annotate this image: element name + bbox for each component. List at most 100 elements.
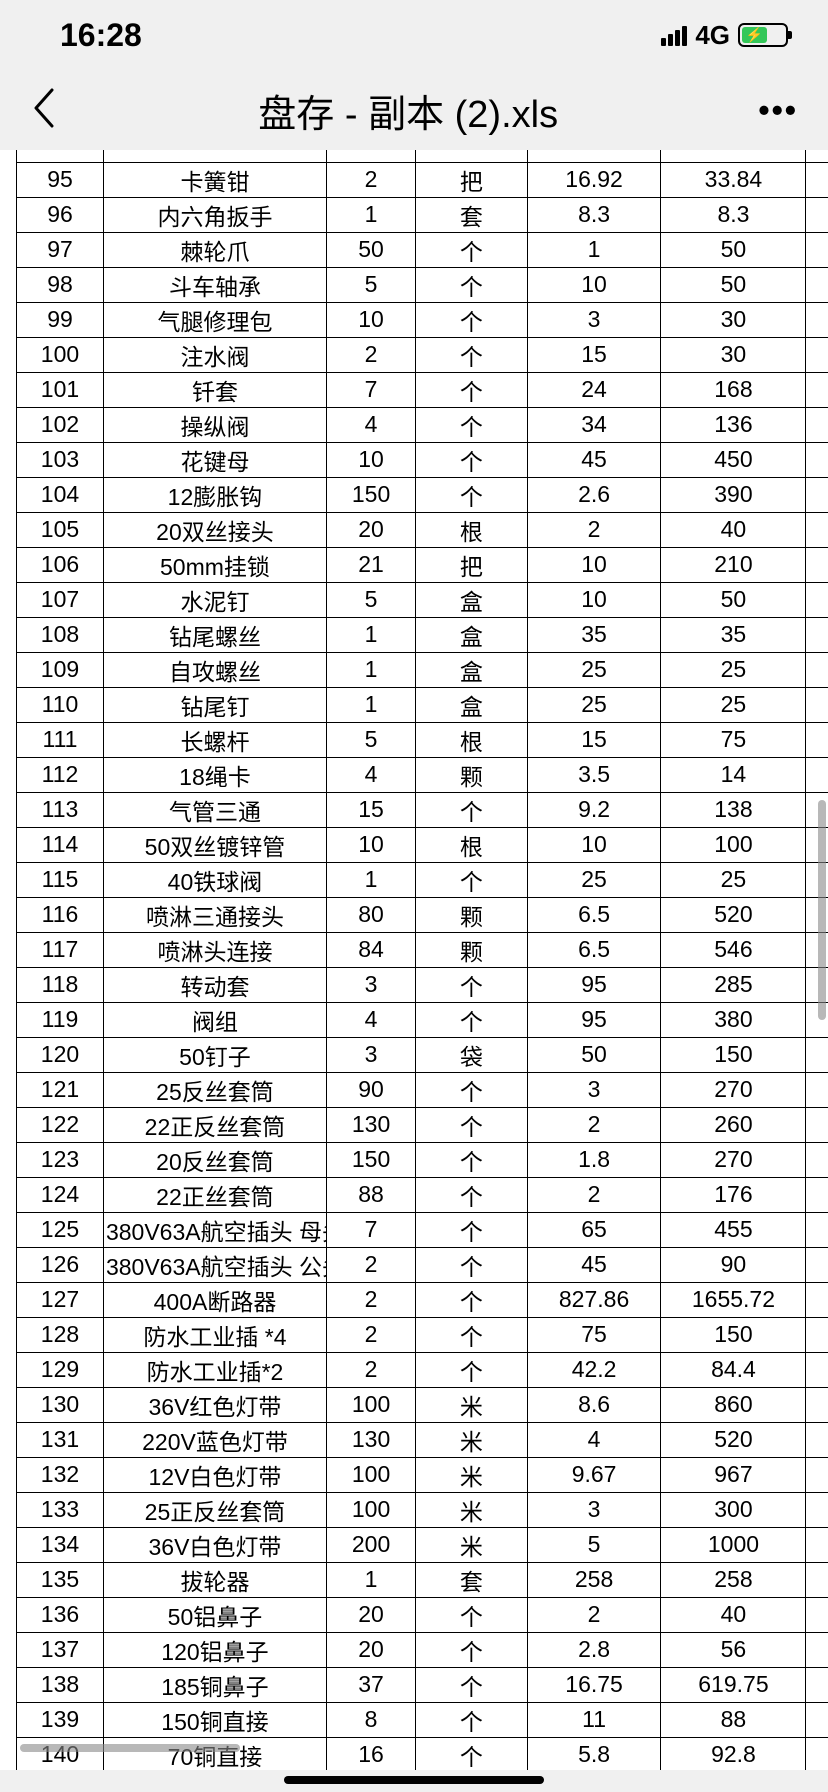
table-cell[interactable] <box>806 1177 828 1212</box>
table-cell[interactable]: 10 <box>326 302 415 337</box>
table-cell[interactable]: 15 <box>326 792 415 827</box>
table-cell[interactable]: 50钉子 <box>103 1037 326 1072</box>
table-cell[interactable]: 根 <box>416 722 528 757</box>
table-cell[interactable]: 内六角扳手 <box>103 197 326 232</box>
table-cell[interactable] <box>806 1667 828 1702</box>
table-cell[interactable]: 30 <box>661 337 806 372</box>
more-button[interactable]: ••• <box>758 92 798 129</box>
table-cell[interactable]: 136 <box>661 407 806 442</box>
table-cell[interactable]: 10 <box>527 547 661 582</box>
table-cell[interactable]: 转动套 <box>103 967 326 1002</box>
table-cell[interactable]: 380V63A航空插头 公头 <box>103 1247 326 1282</box>
table-cell[interactable]: 36V红色灯带 <box>103 1387 326 1422</box>
table-cell[interactable]: 25 <box>661 862 806 897</box>
table-cell[interactable]: 150 <box>326 1142 415 1177</box>
table-cell[interactable]: 258 <box>527 1562 661 1597</box>
table-cell[interactable]: 70铜直接 <box>103 1737 326 1770</box>
table-cell[interactable]: 个 <box>416 267 528 302</box>
table-cell[interactable]: 20反丝套筒 <box>103 1142 326 1177</box>
table-cell[interactable] <box>806 1632 828 1667</box>
table-cell[interactable]: 个 <box>416 477 528 512</box>
table-cell[interactable]: 10 <box>326 442 415 477</box>
table-cell[interactable]: 95 <box>527 1002 661 1037</box>
table-cell[interactable]: 钎套 <box>103 372 326 407</box>
table-cell[interactable]: 8.3 <box>527 197 661 232</box>
table-cell[interactable]: 7 <box>326 372 415 407</box>
table-cell[interactable]: 97 <box>17 232 104 267</box>
table-cell[interactable] <box>806 407 828 442</box>
table-cell[interactable]: 450 <box>661 442 806 477</box>
table-cell[interactable]: 150 <box>661 1317 806 1352</box>
table-cell[interactable]: 2 <box>527 1597 661 1632</box>
table-cell[interactable]: 操纵阀 <box>103 407 326 442</box>
table-cell[interactable]: 盒 <box>416 652 528 687</box>
table-cell[interactable]: 125 <box>17 1212 104 1247</box>
table-cell[interactable]: 50 <box>527 1037 661 1072</box>
table-cell[interactable]: 120 <box>17 1037 104 1072</box>
table-cell[interactable]: 8 <box>326 1702 415 1737</box>
table-cell[interactable]: 967 <box>661 1457 806 1492</box>
table-cell[interactable] <box>806 1457 828 1492</box>
table-cell[interactable]: 16.92 <box>527 162 661 197</box>
table-cell[interactable]: 34 <box>527 407 661 442</box>
table-cell[interactable]: 133 <box>17 1492 104 1527</box>
table-cell[interactable]: 6.5 <box>527 932 661 967</box>
table-cell[interactable]: 126 <box>17 1247 104 1282</box>
table-cell[interactable]: 14 <box>661 757 806 792</box>
table-cell[interactable]: 90 <box>661 1247 806 1282</box>
table-cell[interactable]: 12膨胀钩 <box>103 477 326 512</box>
table-cell[interactable]: 个 <box>416 1212 528 1247</box>
table-cell[interactable]: 520 <box>661 1422 806 1457</box>
table-cell[interactable]: 颗 <box>416 757 528 792</box>
table-cell[interactable]: 92.8 <box>661 1737 806 1770</box>
table-cell[interactable]: 619.75 <box>661 1667 806 1702</box>
table-cell[interactable]: 4 <box>326 407 415 442</box>
table-cell[interactable]: 220V蓝色灯带 <box>103 1422 326 1457</box>
table-cell[interactable] <box>806 1317 828 1352</box>
table-cell[interactable]: 15 <box>527 337 661 372</box>
table-cell[interactable]: 112 <box>17 757 104 792</box>
table-cell[interactable]: 150 <box>326 477 415 512</box>
table-cell[interactable]: 个 <box>416 232 528 267</box>
table-cell[interactable]: 颗 <box>416 897 528 932</box>
table-cell[interactable]: 24 <box>527 372 661 407</box>
table-cell[interactable] <box>806 302 828 337</box>
table-cell[interactable]: 168 <box>661 372 806 407</box>
table-cell[interactable] <box>806 1387 828 1422</box>
table-cell[interactable]: 花键母 <box>103 442 326 477</box>
table-cell[interactable]: 50 <box>661 582 806 617</box>
table-cell[interactable]: 5 <box>326 722 415 757</box>
table-cell[interactable]: 115 <box>17 862 104 897</box>
table-cell[interactable]: 钻尾螺丝 <box>103 617 326 652</box>
table-cell[interactable]: 棘轮爪 <box>103 232 326 267</box>
table-cell[interactable]: 个 <box>416 1632 528 1667</box>
table-cell[interactable]: 8.6 <box>527 1387 661 1422</box>
table-cell[interactable]: 个 <box>416 792 528 827</box>
table-cell[interactable]: 50双丝镀锌管 <box>103 827 326 862</box>
table-cell[interactable]: 15 <box>527 722 661 757</box>
table-cell[interactable]: 12V白色灯带 <box>103 1457 326 1492</box>
vertical-scrollbar[interactable] <box>818 800 826 1020</box>
table-cell[interactable]: 个 <box>416 1142 528 1177</box>
table-cell[interactable] <box>806 1107 828 1142</box>
table-cell[interactable]: 50 <box>661 232 806 267</box>
table-cell[interactable] <box>806 1142 828 1177</box>
table-cell[interactable]: 131 <box>17 1422 104 1457</box>
table-cell[interactable]: 4 <box>527 1422 661 1457</box>
table-cell[interactable]: 270 <box>661 1142 806 1177</box>
table-cell[interactable]: 1 <box>527 232 661 267</box>
table-cell[interactable]: 176 <box>661 1177 806 1212</box>
table-cell[interactable]: 2.8 <box>527 1632 661 1667</box>
table-cell[interactable]: 个 <box>416 1737 528 1770</box>
table-cell[interactable]: 10 <box>527 267 661 302</box>
table-cell[interactable] <box>806 1037 828 1072</box>
table-cell[interactable]: 长螺杆 <box>103 722 326 757</box>
table-cell[interactable]: 36V白色灯带 <box>103 1527 326 1562</box>
table-cell[interactable]: 阀组 <box>103 1002 326 1037</box>
table-cell[interactable]: 个 <box>416 302 528 337</box>
table-cell[interactable]: 个 <box>416 1317 528 1352</box>
table-cell[interactable]: 84 <box>326 932 415 967</box>
table-cell[interactable]: 100 <box>326 1387 415 1422</box>
table-cell[interactable]: 把 <box>416 162 528 197</box>
table-cell[interactable]: 把 <box>416 547 528 582</box>
